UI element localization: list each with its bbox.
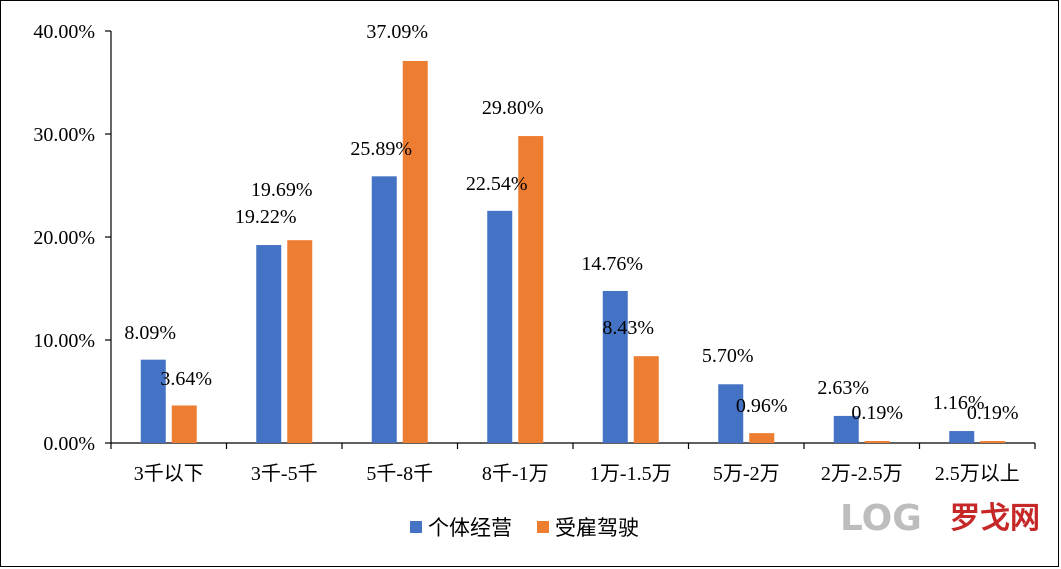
data-label-employed-driver: 0.19% [851,402,903,424]
bar-self-employed [371,176,397,443]
data-label-employed-driver: 19.69% [251,179,313,201]
bar-self-employed [718,384,744,443]
data-label-self-employed: 14.76% [581,253,643,275]
legend-label: 个体经营 [428,516,512,540]
x-tick-label: 8千-1万 [482,462,549,485]
data-label-self-employed: 2.63% [817,377,869,399]
data-label-self-employed: 25.89% [350,138,412,160]
bar-self-employed [140,359,166,443]
data-label-employed-driver: 3.64% [160,368,212,390]
legend-swatch [537,521,549,533]
data-label-self-employed: 22.54% [466,173,528,195]
data-label-employed-driver: 8.43% [602,317,654,339]
data-label-employed-driver: 37.09% [366,21,428,43]
y-tick-label: 0.00% [43,433,95,455]
bar-employed-driver [749,433,775,443]
bar-employed-driver [287,240,313,443]
legend-swatch [410,521,422,533]
watermark-logo: LOG 罗戈网 [840,498,1040,539]
bar-self-employed [949,431,975,443]
axes: 0.00% 10.00% 20.00% 30.00% 40.00% 3千以下 3千-5千 5千… [33,21,1036,485]
x-tick-label: 5千-8千 [366,462,433,485]
data-label-self-employed: 8.09% [124,322,176,344]
bars [140,60,1006,444]
data-label-employed-driver: 29.80% [482,97,544,119]
bar-employed-driver [633,356,659,443]
y-tick-label: 30.00% [33,124,95,146]
legend: 个体经营 受雇驾驶 [410,516,639,540]
watermark-cn-text: 罗戈网 [950,501,1040,536]
bar-self-employed [256,245,282,443]
y-tick-label: 20.00% [33,227,95,249]
bar-employed-driver [980,441,1006,443]
bar-employed-driver [402,60,428,444]
x-tick-label: 2万-2.5万 [821,463,903,485]
bar-self-employed [487,210,513,443]
legend-label: 受雇驾驶 [555,516,639,540]
x-tick-label: 3千-5千 [251,462,318,485]
y-tick-label: 40.00% [33,21,95,43]
bar-self-employed [602,290,628,443]
data-labels: 8.09% 19.22% 25.89% 22.54% 14.76% 5.70% 2.63% 1… [124,21,1018,424]
x-tick-label: 1万-1.5万 [590,463,672,485]
x-tick-label: 3千以下 [134,462,204,485]
bar-employed-driver [518,136,544,443]
data-label-self-employed: 5.70% [702,345,754,367]
data-label-employed-driver: 0.96% [736,395,788,417]
x-tick-label: 2.5万以上 [935,462,1020,485]
x-tick-label: 5万-2万 [713,463,780,485]
data-label-self-employed: 1.16% [933,392,985,414]
data-label-self-employed: 19.22% [235,206,297,228]
bar-self-employed [833,415,859,443]
watermark-log-text: LOG [840,498,922,539]
y-tick-label: 10.00% [33,330,95,352]
bar-employed-driver [864,441,890,443]
data-label-employed-driver: 0.19% [967,402,1019,424]
bar-employed-driver [171,405,197,443]
